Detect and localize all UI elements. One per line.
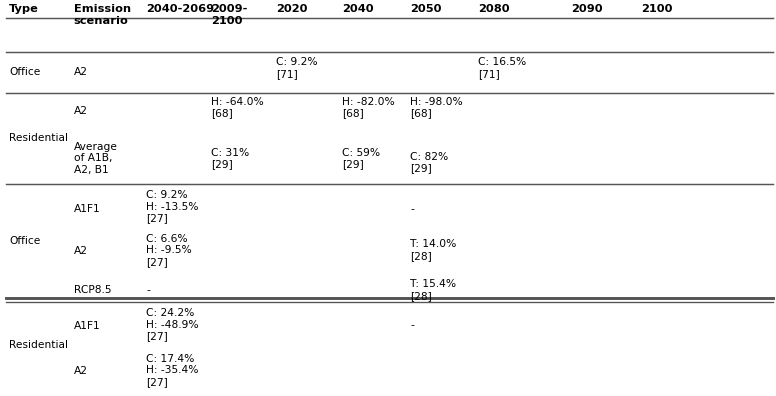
Text: 2050: 2050 bbox=[410, 4, 442, 14]
Text: C: 31%
[29]: C: 31% [29] bbox=[211, 148, 249, 169]
Text: A1F1: A1F1 bbox=[74, 320, 100, 331]
Text: 2100: 2100 bbox=[640, 4, 672, 14]
Text: H: -82.0%
[68]: H: -82.0% [68] bbox=[341, 97, 394, 118]
Text: H: -98.0%
[68]: H: -98.0% [68] bbox=[410, 97, 462, 118]
Text: C: 16.5%
[71]: C: 16.5% [71] bbox=[477, 57, 525, 79]
Text: 2080: 2080 bbox=[477, 4, 509, 14]
Text: Office: Office bbox=[9, 236, 40, 246]
Text: 2020: 2020 bbox=[276, 4, 308, 14]
Text: A1F1: A1F1 bbox=[74, 204, 100, 214]
Text: -: - bbox=[410, 204, 414, 214]
Text: C: 6.6%
H: -9.5%
[27]: C: 6.6% H: -9.5% [27] bbox=[146, 234, 192, 267]
Text: -: - bbox=[410, 320, 414, 331]
Text: C: 9.2%
[71]: C: 9.2% [71] bbox=[276, 57, 318, 79]
Text: C: 24.2%
H: -48.9%
[27]: C: 24.2% H: -48.9% [27] bbox=[146, 308, 199, 341]
Text: C: 17.4%
H: -35.4%
[27]: C: 17.4% H: -35.4% [27] bbox=[146, 354, 199, 387]
Text: Emission
scenario: Emission scenario bbox=[74, 4, 131, 26]
Text: C: 59%
[29]: C: 59% [29] bbox=[341, 148, 379, 169]
Text: T: 15.4%
[28]: T: 15.4% [28] bbox=[410, 279, 456, 301]
Text: Residential: Residential bbox=[9, 133, 68, 143]
Text: C: 82%
[29]: C: 82% [29] bbox=[410, 152, 448, 173]
Text: -: - bbox=[146, 285, 150, 295]
Text: A2: A2 bbox=[74, 67, 88, 78]
Text: Residential: Residential bbox=[9, 340, 68, 350]
Text: T: 14.0%
[28]: T: 14.0% [28] bbox=[410, 240, 456, 261]
Text: A2: A2 bbox=[74, 366, 88, 377]
Text: Office: Office bbox=[9, 67, 40, 78]
Text: 2040: 2040 bbox=[341, 4, 373, 14]
Text: 2040-2069: 2040-2069 bbox=[146, 4, 214, 14]
Text: A2: A2 bbox=[74, 246, 88, 257]
Text: Type: Type bbox=[9, 4, 39, 14]
Text: Average
of A1B,
A2, B1: Average of A1B, A2, B1 bbox=[74, 142, 118, 175]
Text: H: -64.0%
[68]: H: -64.0% [68] bbox=[211, 97, 264, 118]
Text: 2009-
2100: 2009- 2100 bbox=[211, 4, 248, 26]
Text: A2: A2 bbox=[74, 106, 88, 116]
Text: 2090: 2090 bbox=[570, 4, 602, 14]
Text: RCP8.5: RCP8.5 bbox=[74, 285, 111, 295]
Text: C: 9.2%
H: -13.5%
[27]: C: 9.2% H: -13.5% [27] bbox=[146, 190, 199, 223]
